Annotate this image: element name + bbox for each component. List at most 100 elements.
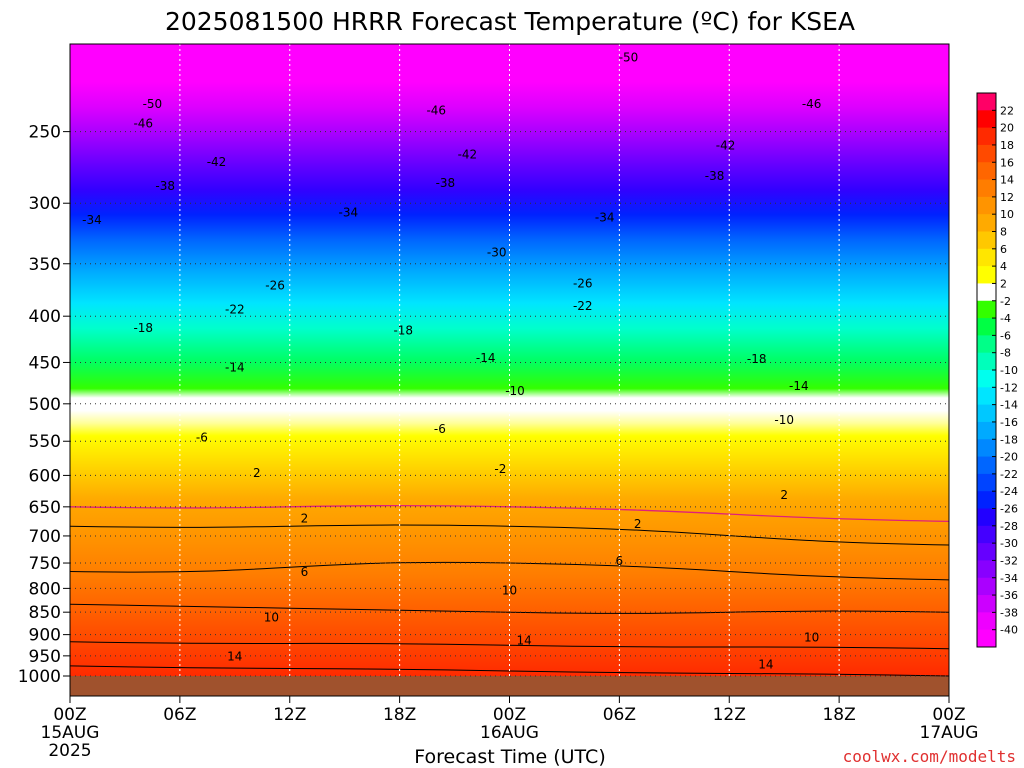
colorbar-swatch: [977, 577, 996, 596]
colorbar-swatch: [977, 629, 996, 648]
contour-label: -34: [82, 213, 102, 227]
contour-label: 6: [616, 554, 624, 568]
colorbar-swatch: [977, 179, 996, 198]
x-tick-date-label: 16AUG: [480, 723, 539, 743]
colorbar-swatch: [977, 473, 996, 492]
colorbar-label: -38: [1000, 606, 1018, 619]
contour-label: -10: [774, 413, 794, 427]
contour-line: [69, 505, 950, 523]
y-tick-label: 250: [29, 123, 61, 143]
contour-label: -18: [747, 352, 767, 366]
colorbar-swatch: [977, 248, 996, 267]
x-tick-label: 18Z: [822, 705, 855, 725]
credit-link[interactable]: coolwx.com/modelts: [843, 747, 1016, 766]
chart-title: 2025081500 HRRR Forecast Temperature (ºC…: [165, 7, 855, 36]
y-tick-label: 300: [29, 194, 61, 214]
colorbar-label: -18: [1000, 433, 1018, 446]
y-tick-label: 850: [29, 603, 61, 623]
contour-label: 14: [227, 649, 242, 663]
contour-label: -26: [265, 279, 285, 293]
colorbar-label: -4: [1000, 312, 1011, 325]
contour-label: -46: [426, 104, 446, 118]
colorbar-swatch: [977, 335, 996, 354]
y-tick-label: 450: [29, 353, 61, 373]
colorbar-label: 2: [1000, 277, 1007, 290]
x-tick-label: 12Z: [273, 705, 306, 725]
x-tick-label: 12Z: [713, 705, 746, 725]
contour-label: -38: [705, 169, 725, 183]
y-tick-label: 700: [29, 527, 61, 547]
ground-below-surface: [70, 676, 949, 696]
contour-label: -50: [619, 51, 639, 65]
colorbar-swatch: [977, 283, 996, 302]
contour-label: -2: [494, 462, 506, 476]
colorbar-swatch: [977, 525, 996, 544]
contour-line: [69, 603, 950, 614]
y-tick-label: 900: [29, 626, 61, 646]
colorbar-swatch: [977, 387, 996, 406]
contour-line: [69, 561, 950, 581]
x-tick-label: 00Z: [493, 705, 526, 725]
colorbar-label: -24: [1000, 485, 1018, 498]
contour-label: -18: [133, 321, 153, 335]
colorbar-label: -40: [1000, 624, 1018, 637]
x-tick-label: 18Z: [383, 705, 416, 725]
colorbar-swatch: [977, 231, 996, 250]
contour-label: -14: [225, 361, 245, 375]
colorbar-label: -14: [1000, 399, 1018, 412]
colorbar-label: 12: [1000, 191, 1014, 204]
grid-lines: [70, 44, 949, 677]
contour-labels: -50-50-46-46 -46-42-42-42-38 -38 -38-34-34-…: [82, 51, 821, 672]
colorbar-swatch: [977, 318, 996, 336]
x-tick-label: 06Z: [163, 705, 196, 725]
y-tick-label: 600: [29, 466, 61, 486]
contour-label: -50: [143, 97, 163, 111]
y-tick-label: 950: [29, 647, 61, 667]
contour-label: 2: [634, 517, 642, 531]
contour-label: -34: [595, 210, 615, 224]
x-axis-label: Forecast Time (UTC): [414, 746, 605, 768]
contour-label: -42: [207, 155, 227, 169]
contour-label: -46: [802, 97, 822, 111]
colorbar-swatch: [977, 491, 996, 509]
colorbar-swatch: [977, 370, 996, 388]
colorbar-label: -12: [1000, 381, 1018, 394]
x-tick-date-label: 17AUG: [920, 723, 979, 743]
colorbar-label: 8: [1000, 226, 1007, 239]
colorbar-label: 6: [1000, 243, 1007, 256]
x-tick-date-label: 15AUG: [41, 723, 100, 743]
colorbar-label: 14: [1000, 174, 1014, 187]
colorbar-label: 16: [1000, 156, 1014, 169]
colorbar-swatch: [977, 439, 996, 458]
contour-label: 2: [780, 488, 788, 502]
colorbar-swatch: [977, 127, 996, 146]
contour-label: -18: [393, 324, 413, 338]
y-tick-label: 800: [29, 579, 61, 599]
y-axis: 250 300 350 400 450 500 550 600 650 700 750 800 850 9…: [18, 123, 70, 687]
colorbar-swatch: [977, 612, 996, 631]
y-tick-label: 750: [29, 554, 61, 574]
colorbar-swatch: [977, 162, 996, 181]
colorbar-swatch: [977, 352, 996, 371]
contour-label: -46: [133, 117, 153, 131]
colorbar-label: 18: [1000, 139, 1014, 152]
colorbar-label: -20: [1000, 451, 1018, 464]
contour-label: -6: [434, 422, 446, 436]
contour-label: -38: [436, 176, 456, 190]
y-tick-label: 400: [29, 307, 61, 327]
colorbar-label: -32: [1000, 554, 1018, 567]
y-tick-label: 550: [29, 432, 61, 452]
y-tick-label: 1000: [18, 667, 61, 687]
contour-label: -42: [458, 148, 478, 162]
colorbar-swatch: [977, 214, 996, 232]
colorbar-swatch: [977, 266, 996, 284]
contour-label: -22: [225, 302, 245, 316]
colorbar-swatch: [977, 421, 996, 440]
colorbar-label: 10: [1000, 208, 1014, 221]
x-tick-label: 00Z: [53, 705, 86, 725]
colorbar-swatch: [977, 93, 996, 111]
contour-label: -14: [789, 379, 809, 393]
colorbar-swatch: [977, 196, 996, 215]
